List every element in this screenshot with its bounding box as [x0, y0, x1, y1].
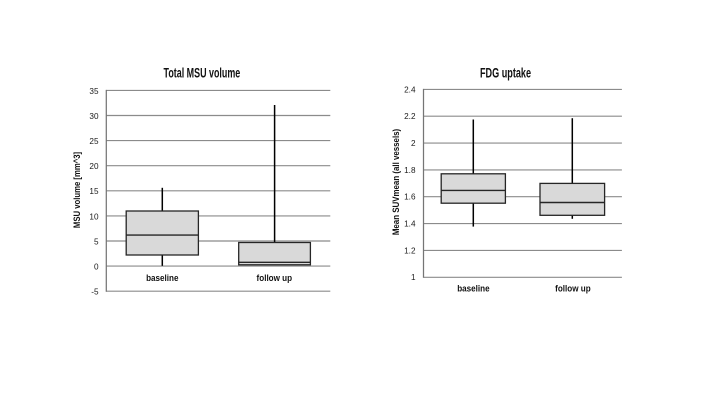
- svg-text:2: 2: [411, 139, 416, 148]
- svg-text:5: 5: [94, 237, 99, 246]
- svg-text:baseline: baseline: [457, 283, 490, 294]
- svg-text:10: 10: [89, 212, 99, 221]
- svg-text:1.8: 1.8: [404, 166, 416, 175]
- svg-text:MSU volume [mm^3]: MSU volume [mm^3]: [73, 152, 83, 228]
- svg-text:35: 35: [89, 87, 99, 96]
- svg-text:follow up: follow up: [555, 283, 590, 294]
- svg-text:30: 30: [89, 112, 99, 121]
- svg-text:1.4: 1.4: [404, 220, 416, 229]
- svg-text:2.4: 2.4: [404, 85, 416, 94]
- svg-text:1: 1: [411, 273, 416, 282]
- svg-text:Mean SUVmean (all vessels): Mean SUVmean (all vessels): [391, 129, 402, 236]
- svg-text:0: 0: [94, 263, 99, 272]
- svg-text:15: 15: [89, 187, 99, 196]
- svg-text:2.2: 2.2: [404, 112, 416, 121]
- svg-text:20: 20: [89, 162, 99, 171]
- svg-text:-5: -5: [91, 288, 99, 297]
- svg-text:follow up: follow up: [257, 272, 292, 283]
- svg-text:Total MSU volume: Total MSU volume: [164, 67, 241, 81]
- svg-text:1.6: 1.6: [404, 193, 416, 202]
- svg-text:1.2: 1.2: [404, 246, 416, 255]
- svg-text:25: 25: [89, 137, 99, 146]
- svg-text:FDG uptake: FDG uptake: [480, 67, 531, 81]
- svg-text:baseline: baseline: [146, 272, 179, 283]
